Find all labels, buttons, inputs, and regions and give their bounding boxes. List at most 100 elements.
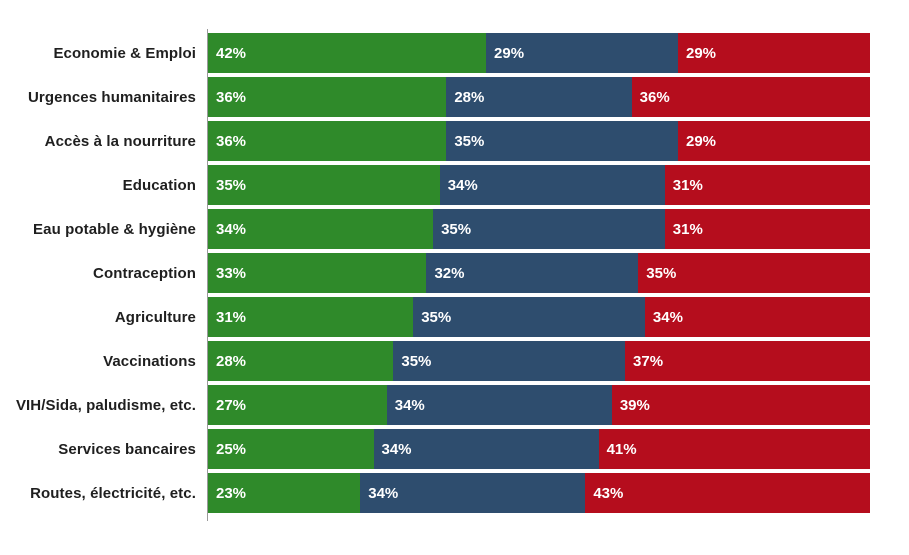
category-label: Vaccinations [103,352,196,370]
chart-row: Vaccinations 28% 35% 37% [0,341,870,381]
bar-segment-green: 35% [208,165,440,205]
bar-segment-green: 25% [208,429,374,469]
bar-segment-blue: 34% [373,429,599,469]
value-label: 37% [633,352,664,370]
bar-segment-red: 31% [664,209,870,249]
value-label: 35% [441,220,472,238]
category-label: Agriculture [114,308,196,326]
bar-segment-green: 27% [208,385,387,425]
y-axis-line [207,29,208,521]
bar-track: 25% 34% 41% [208,429,870,469]
value-label: 36% [216,132,247,150]
bar-segment-green: 42% [208,33,487,73]
bar-segment-red: 41% [598,429,870,469]
category-label: Contraception [93,264,196,282]
value-label: 41% [606,440,637,458]
bar-segment-red: 37% [625,341,870,381]
bar-segment-red: 29% [678,33,870,73]
bar-segment-red: 35% [638,253,870,293]
value-label: 36% [639,88,670,106]
bar-track: 23% 34% 43% [208,473,870,513]
value-label: 31% [672,176,703,194]
value-label: 34% [652,308,683,326]
bar-segment-red: 43% [585,473,870,513]
bar-track: 28% 35% 37% [208,341,870,381]
value-label: 33% [216,264,247,282]
value-label: 35% [421,308,452,326]
bar-track: 42% 29% 29% [208,33,870,73]
bar-segment-blue: 34% [360,473,586,513]
chart-row: Services bancaires 25% 34% 41% [0,429,870,469]
value-label: 29% [494,44,525,62]
chart-rows: Economie & Emploi 42% 29% 29% Urgences human… [0,33,870,513]
bar-track: 31% 35% 34% [208,297,870,337]
bar-segment-red: 31% [664,165,870,205]
value-label: 27% [216,396,247,414]
chart-row: Education 35% 34% 31% [0,165,870,205]
chart-row: Accès à la nourriture 36% 35% 29% [0,121,870,161]
value-label: 23% [216,484,247,502]
value-label: 25% [216,440,247,458]
bar-segment-green: 23% [208,473,361,513]
value-label: 28% [216,352,247,370]
bar-segment-green: 34% [208,209,434,249]
value-label: 31% [216,308,247,326]
value-label: 31% [672,220,703,238]
value-label: 36% [216,88,247,106]
value-label: 34% [447,176,478,194]
bar-track: 34% 35% 31% [208,209,870,249]
bar-segment-green: 36% [208,77,447,117]
value-label: 28% [454,88,485,106]
value-label: 42% [216,44,247,62]
bar-segment-red: 39% [611,385,870,425]
category-label: Eau potable & hygiène [33,220,196,238]
chart-row: Routes, électricité, etc. 23% 34% 43% [0,473,870,513]
value-label: 35% [216,176,247,194]
category-label: Economie & Emploi [53,44,196,62]
category-label: Accès à la nourriture [44,132,196,150]
bar-segment-red: 36% [631,77,870,117]
value-label: 35% [454,132,485,150]
chart-row: Urgences humanitaires 36% 28% 36% [0,77,870,117]
category-label: Routes, électricité, etc. [30,484,196,502]
value-label: 34% [394,396,425,414]
value-label: 29% [686,132,717,150]
bar-track: 36% 28% 36% [208,77,870,117]
bar-track: 27% 34% 39% [208,385,870,425]
bar-segment-blue: 35% [433,209,665,249]
value-label: 34% [368,484,399,502]
value-label: 34% [216,220,247,238]
value-label: 43% [593,484,624,502]
bar-segment-blue: 32% [426,253,639,293]
chart-row: Contraception 33% 32% 35% [0,253,870,293]
value-label: 39% [619,396,650,414]
chart-row: Economie & Emploi 42% 29% 29% [0,33,870,73]
bar-segment-green: 33% [208,253,427,293]
value-label: 32% [434,264,465,282]
bar-segment-blue: 35% [393,341,626,381]
bar-segment-blue: 34% [386,385,612,425]
bar-segment-blue: 35% [446,121,678,161]
bar-segment-green: 31% [208,297,414,337]
bar-segment-blue: 35% [413,297,645,337]
bar-segment-red: 29% [678,121,870,161]
bar-segment-green: 28% [208,341,394,381]
value-label: 34% [381,440,412,458]
bar-segment-red: 34% [644,297,870,337]
bar-track: 35% 34% 31% [208,165,870,205]
category-label: Education [122,176,196,194]
category-label: Urgences humanitaires [28,88,196,106]
chart-row: VIH/Sida, paludisme, etc. 27% 34% 39% [0,385,870,425]
bar-track: 36% 35% 29% [208,121,870,161]
chart-row: Agriculture 31% 35% 34% [0,297,870,337]
bar-segment-blue: 28% [446,77,632,117]
chart-row: Eau potable & hygiène 34% 35% 31% [0,209,870,249]
bar-segment-green: 36% [208,121,447,161]
value-label: 29% [686,44,717,62]
bar-segment-blue: 29% [486,33,678,73]
value-label: 35% [401,352,432,370]
bar-track: 33% 32% 35% [208,253,870,293]
category-label: VIH/Sida, paludisme, etc. [15,396,196,414]
value-label: 35% [646,264,677,282]
